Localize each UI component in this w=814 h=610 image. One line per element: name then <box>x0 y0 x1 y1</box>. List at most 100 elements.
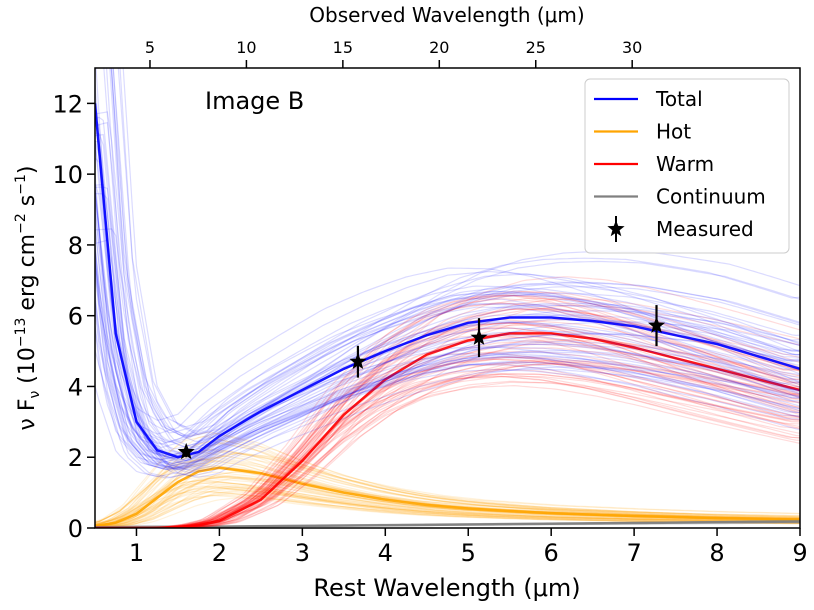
measured-point <box>349 352 367 369</box>
series-warm-realization <box>95 334 800 528</box>
series-total-realization <box>95 292 800 470</box>
series-total-realization <box>95 272 800 471</box>
top-x-tick-label: 5 <box>145 38 155 57</box>
series-warm-realization <box>95 290 800 528</box>
legend-item-total: Total <box>594 87 703 111</box>
series-total-realization <box>95 68 800 434</box>
series-hot-realization <box>95 449 800 527</box>
series-hot-realization <box>95 475 800 527</box>
series-hot-realization <box>95 432 800 526</box>
series-warm-realization <box>95 343 800 528</box>
legend-box <box>584 78 790 254</box>
y-tick-label: 4 <box>68 373 83 401</box>
x-axis-label: Rest Wavelength (μm) <box>313 574 580 602</box>
series-total-realization <box>95 228 800 478</box>
series-hot-realization <box>95 497 800 528</box>
legend-item-warm: Warm <box>594 152 714 176</box>
series-hot-realization <box>95 451 800 527</box>
legend-label: Hot <box>656 120 691 144</box>
series-total-realization <box>95 188 800 470</box>
series-warm-realization <box>95 351 800 528</box>
series-total-realization <box>95 157 800 469</box>
series-total-realization <box>110 68 800 437</box>
series-warm-realization <box>95 276 800 528</box>
series-hot-realization <box>95 466 800 526</box>
series-warm-realization <box>95 373 800 528</box>
series-warm-realization <box>95 302 800 528</box>
top-x-axis: 5 10 15 20 25 30 <box>145 38 642 68</box>
series-total <box>95 68 800 479</box>
series-total-realization <box>119 68 800 432</box>
series-total-realization <box>95 111 800 457</box>
x-tick-label: 1 <box>129 539 144 567</box>
series-total-realization <box>95 239 800 477</box>
series-total-realization <box>95 188 800 460</box>
series-hot-realization <box>95 488 800 528</box>
series-warm-realization <box>95 334 800 528</box>
series-total-realization <box>117 68 800 443</box>
series-total-realization <box>109 68 800 439</box>
x-tick-label: 7 <box>626 539 641 567</box>
series-hot-realization <box>95 443 800 527</box>
series-total-line <box>95 103 800 459</box>
measured-point <box>648 316 666 333</box>
series-hot-realization <box>95 481 800 527</box>
series-hot-realization <box>95 485 800 527</box>
series-total-realization <box>95 259 800 445</box>
top-x-tick-label: 20 <box>429 38 449 57</box>
top-x-tick-label: 15 <box>333 38 353 57</box>
series-warm-realization <box>95 358 800 528</box>
y-tick-label: 12 <box>52 90 83 118</box>
series-total-realization <box>95 246 800 458</box>
x-axis: 1 2 3 4 5 6 7 8 9 <box>129 528 808 567</box>
series-hot-realization <box>95 448 800 525</box>
x-tick-label: 3 <box>295 539 310 567</box>
series-total-realization <box>105 68 800 437</box>
legend-item-continuum: Continuum <box>594 185 766 209</box>
series-total-realization <box>95 171 800 444</box>
series-hot-realization <box>95 487 800 528</box>
legend-label: Measured <box>656 217 754 241</box>
y-tick-label: 8 <box>68 232 83 260</box>
series-warm-realization <box>95 322 800 528</box>
series-hot-realization <box>95 494 800 528</box>
series-warm-realization <box>95 336 800 528</box>
y-tick-label: 0 <box>68 515 83 543</box>
series-warm-realization <box>95 294 800 528</box>
series-total-realization <box>95 139 800 461</box>
series-total-realization <box>111 68 800 428</box>
x-tick-label: 9 <box>792 539 807 567</box>
series-warm-realization <box>95 324 800 528</box>
series-hot-realization <box>95 431 800 523</box>
y-axis-label: ν Fν (10−13 erg cm−2 s−1) <box>13 166 43 431</box>
series-total-realization <box>95 83 800 450</box>
series-hot-realization <box>95 466 800 526</box>
series-warm-realization <box>95 384 800 528</box>
y-tick-label: 6 <box>68 303 83 331</box>
series-total-realization <box>95 140 800 465</box>
x-tick-label: 8 <box>709 539 724 567</box>
series-total-realization <box>95 248 800 471</box>
measured-point <box>470 328 488 345</box>
series-warm-realization <box>95 326 800 528</box>
legend-label: Total <box>655 87 703 111</box>
series-total-realization <box>122 68 800 436</box>
top-x-tick-label: 25 <box>526 38 546 57</box>
measured-point <box>177 442 195 460</box>
series-hot-line <box>95 466 800 528</box>
legend-item-hot: Hot <box>594 120 691 144</box>
x-tick-label: 6 <box>544 539 559 567</box>
series-hot-realization <box>95 491 800 528</box>
series-hot-realization <box>95 459 800 523</box>
x-tick-label: 5 <box>461 539 476 567</box>
series-hot-realization <box>95 476 800 527</box>
series-total-realization <box>95 258 800 470</box>
legend-label: Warm <box>656 152 714 176</box>
series-total-realization <box>95 308 800 461</box>
y-tick-label: 2 <box>68 444 83 472</box>
y-tick-label: 10 <box>52 161 83 189</box>
series-total-realization <box>95 211 800 421</box>
series-warm-realization <box>95 320 800 528</box>
series-warm-realization <box>95 339 800 528</box>
